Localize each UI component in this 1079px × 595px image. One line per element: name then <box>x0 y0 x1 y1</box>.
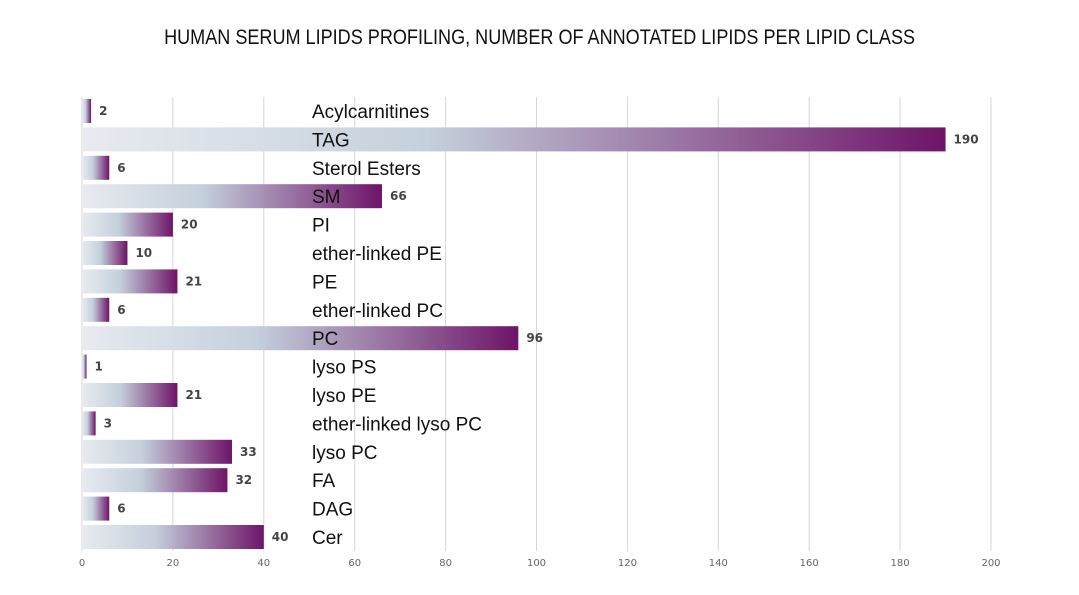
x-axis-ticks: 0 20 40 60 80 100 120 140 160 180 200 <box>79 558 1001 569</box>
bars <box>82 99 946 549</box>
bar <box>82 297 110 322</box>
grid-lines <box>81 97 992 551</box>
bar <box>82 269 178 294</box>
category-label: PE <box>312 272 337 293</box>
value-label: 21 <box>185 274 202 288</box>
x-tick-label: 120 <box>618 558 637 569</box>
x-tick-label: 80 <box>439 558 452 569</box>
category-label: PC <box>312 329 338 350</box>
bar <box>82 212 173 237</box>
value-label: 32 <box>235 473 252 487</box>
value-label: 6 <box>117 303 125 317</box>
category-labels: Acylcarnitines TAG Sterol Esters SM PI ether-… <box>312 102 482 549</box>
bar <box>82 127 946 152</box>
x-tick-label: 160 <box>800 558 819 569</box>
value-label: 96 <box>526 331 543 345</box>
category-label: lyso PC <box>312 443 377 464</box>
category-label: Acylcarnitines <box>312 102 429 123</box>
category-label: Sterol Esters <box>312 159 421 180</box>
category-label: ether-linked PC <box>312 301 443 322</box>
x-tick-label: 140 <box>709 558 728 569</box>
category-label: SM <box>312 187 341 208</box>
category-label: Cer <box>312 528 343 549</box>
bar <box>82 326 519 351</box>
bar <box>82 184 382 209</box>
value-label: 2 <box>99 104 107 118</box>
value-label: 6 <box>117 502 125 516</box>
bar <box>82 525 264 549</box>
bar <box>82 354 87 379</box>
value-label: 190 <box>954 132 979 146</box>
value-label: 21 <box>185 388 202 402</box>
value-label: 6 <box>117 161 125 175</box>
category-label: lyso PS <box>312 358 376 379</box>
value-label: 10 <box>135 246 152 260</box>
value-label: 33 <box>240 445 257 459</box>
value-label: 40 <box>272 530 289 544</box>
category-label: DAG <box>312 500 353 521</box>
bar <box>82 496 110 521</box>
x-tick-label: 40 <box>257 558 270 569</box>
bar <box>82 383 178 407</box>
category-label: PI <box>312 216 330 237</box>
bar <box>82 468 228 493</box>
x-tick-label: 20 <box>167 558 180 569</box>
value-label: 3 <box>104 416 112 430</box>
bar <box>82 99 92 123</box>
chart-title: HUMAN SERUM LIPIDS PROFILING, NUMBER OF … <box>164 26 916 49</box>
value-label: 66 <box>390 189 407 203</box>
x-tick-label: 0 <box>79 558 85 569</box>
x-tick-label: 200 <box>981 558 1000 569</box>
bar <box>82 241 128 265</box>
x-tick-label: 180 <box>891 558 910 569</box>
category-label: FA <box>312 471 336 492</box>
x-tick-label: 60 <box>348 558 361 569</box>
value-label: 1 <box>95 360 103 374</box>
category-label: lyso PE <box>312 386 376 407</box>
category-label: ether-linked lyso PC <box>312 414 482 435</box>
category-label: TAG <box>312 130 350 151</box>
category-label: ether-linked PE <box>312 244 442 265</box>
value-label: 20 <box>181 218 198 232</box>
bar <box>82 411 96 436</box>
bar <box>82 439 232 464</box>
bar <box>82 155 110 180</box>
x-tick-label: 100 <box>527 558 546 569</box>
